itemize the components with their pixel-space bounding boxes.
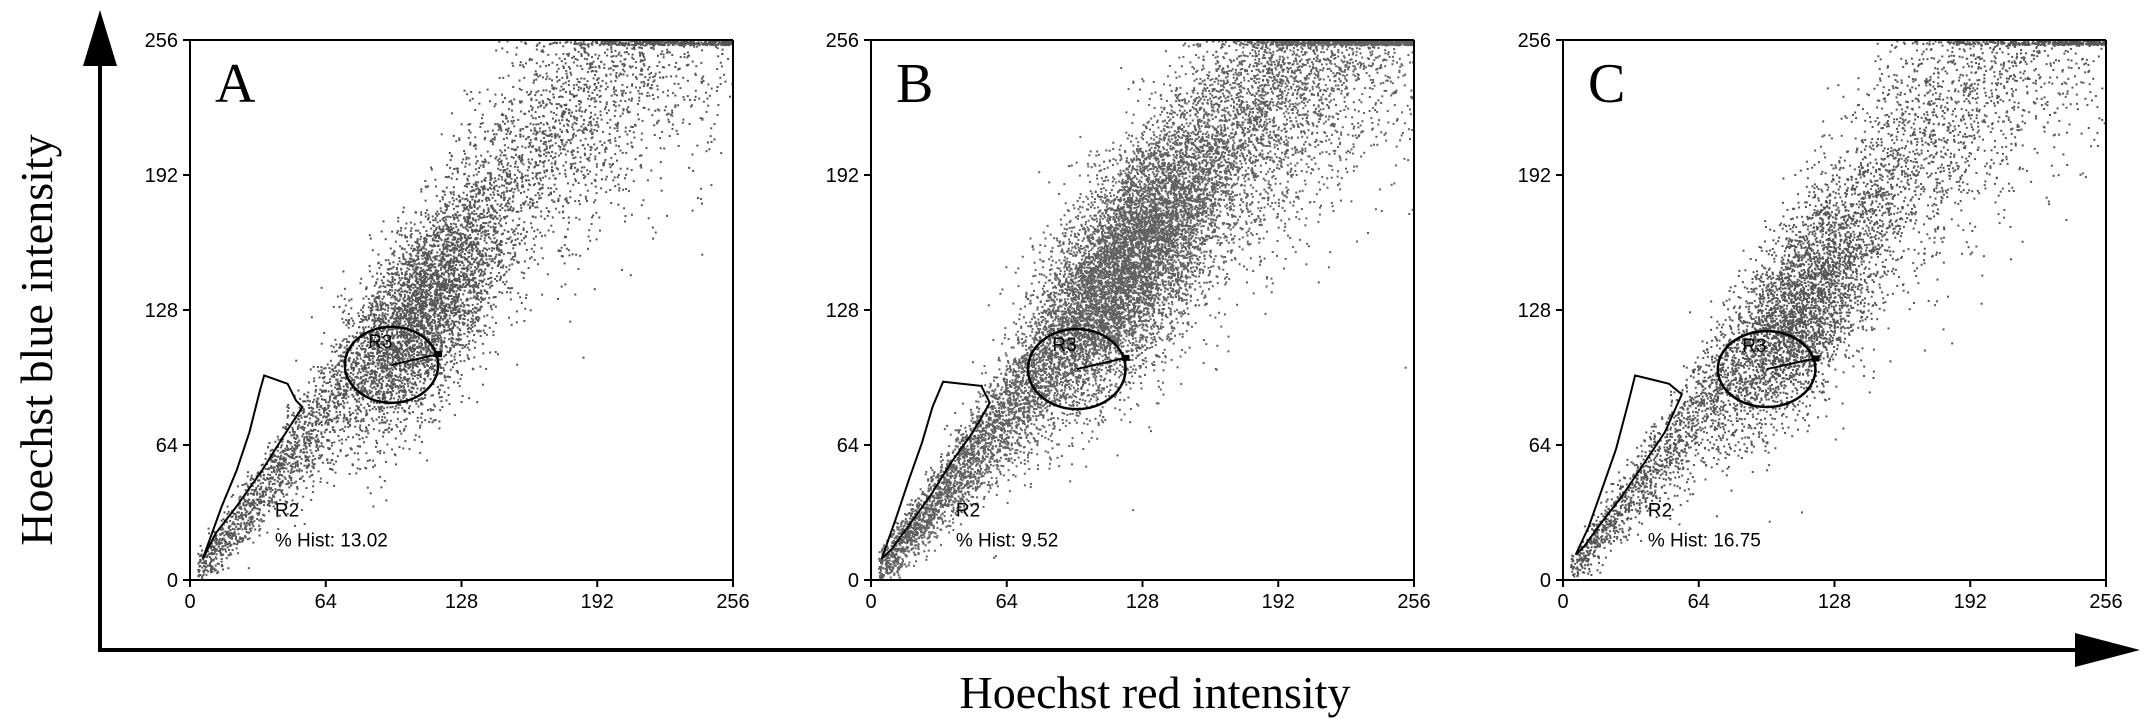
panel-b: 0 64 128 192 256 0 64 128 192 256 B R2 % Hist: 9.52 R… xyxy=(826,30,1431,613)
x-tick-label: 128 xyxy=(1818,591,1851,613)
figure-x-axis-arrowhead xyxy=(2075,633,2140,667)
x-tick-label: 192 xyxy=(1954,591,1987,613)
scatter-cloud xyxy=(197,40,733,580)
gate-r2 xyxy=(201,374,304,560)
scatter-cloud xyxy=(1570,40,2106,578)
x-tick-label: 128 xyxy=(1126,591,1159,613)
panel-a: 0 64 128 192 256 0 64 128 192 256 A R2 % Hist: 13.02… xyxy=(145,30,750,613)
gate-r3-handle xyxy=(391,353,439,366)
y-tick-label: 0 xyxy=(1540,570,1551,592)
gate-r3-handle-knob xyxy=(1121,354,1130,361)
gate-r2-label: R2 xyxy=(956,501,980,522)
gate-r2-stat: % Hist: 13.02 xyxy=(275,530,388,551)
y-tick-label: 128 xyxy=(145,300,178,322)
panel-label: A xyxy=(215,53,256,115)
y-tick-label: 192 xyxy=(826,165,859,187)
x-tick-label: 64 xyxy=(315,591,337,613)
x-tick-label: 0 xyxy=(865,591,876,613)
gate-r2-stat: % Hist: 16.75 xyxy=(1648,530,1761,551)
x-tick-label: 192 xyxy=(1262,591,1295,613)
y-tick-label: 256 xyxy=(826,30,859,52)
y-tick-label: 192 xyxy=(1518,165,1551,187)
gate-r3 xyxy=(1026,327,1127,411)
figure-y-axis-arrowhead xyxy=(83,10,117,66)
y-tick-label: 0 xyxy=(848,570,859,592)
x-tick-label: 64 xyxy=(1688,591,1710,613)
gate-r2-stat: % Hist: 9.52 xyxy=(956,530,1058,551)
x-tick-label: 0 xyxy=(1557,591,1568,613)
y-tick-label: 0 xyxy=(167,570,178,592)
figure-x-axis-label: Hoechst red intensity xyxy=(960,667,1351,718)
gate-r3-handle xyxy=(1076,356,1126,371)
x-tick-label: 64 xyxy=(996,591,1018,613)
y-tick-label: 128 xyxy=(1518,300,1551,322)
x-tick-label: 192 xyxy=(581,591,614,613)
x-tick-label: 0 xyxy=(184,591,195,613)
y-tick-label: 256 xyxy=(1518,30,1551,52)
panel-label: B xyxy=(896,53,933,115)
scatter-cloud xyxy=(877,40,1414,580)
y-tick-label: 192 xyxy=(145,165,178,187)
gate-r3-handle-knob xyxy=(1811,355,1820,362)
x-tick-label: 256 xyxy=(1397,591,1430,613)
y-tick-label: 64 xyxy=(837,435,859,457)
gate-r3-handle-knob xyxy=(434,351,443,358)
figure-y-axis-label: Hoechst blue intensity xyxy=(11,134,62,545)
panels: 0 64 128 192 256 0 64 128 192 256 A R2 % Hist: 13.02… xyxy=(145,30,2123,613)
gate-r3 xyxy=(343,325,440,405)
y-tick-label: 128 xyxy=(826,300,859,322)
gate-r3-label: R3 xyxy=(368,332,392,353)
gate-r3-label: R3 xyxy=(1052,335,1076,356)
x-tick-label: 256 xyxy=(2089,591,2122,613)
panel-c: 0 64 128 192 256 0 64 128 192 256 C R2 % Hist: 16.75… xyxy=(1518,30,2123,613)
gate-r3-handle xyxy=(1766,357,1816,371)
y-tick-label: 64 xyxy=(156,435,178,457)
y-tick-label: 256 xyxy=(145,30,178,52)
y-tick-label: 64 xyxy=(1529,435,1551,457)
gate-r2-label: R2 xyxy=(1648,501,1672,522)
gate-r3-label: R3 xyxy=(1742,336,1766,357)
gate-r2-label: R2 xyxy=(275,501,299,522)
gate-r2 xyxy=(1574,374,1684,556)
gate-r2 xyxy=(880,380,991,560)
x-tick-label: 128 xyxy=(445,591,478,613)
x-tick-label: 256 xyxy=(716,591,749,613)
gate-r3 xyxy=(1716,329,1817,409)
panel-label: C xyxy=(1588,53,1625,115)
